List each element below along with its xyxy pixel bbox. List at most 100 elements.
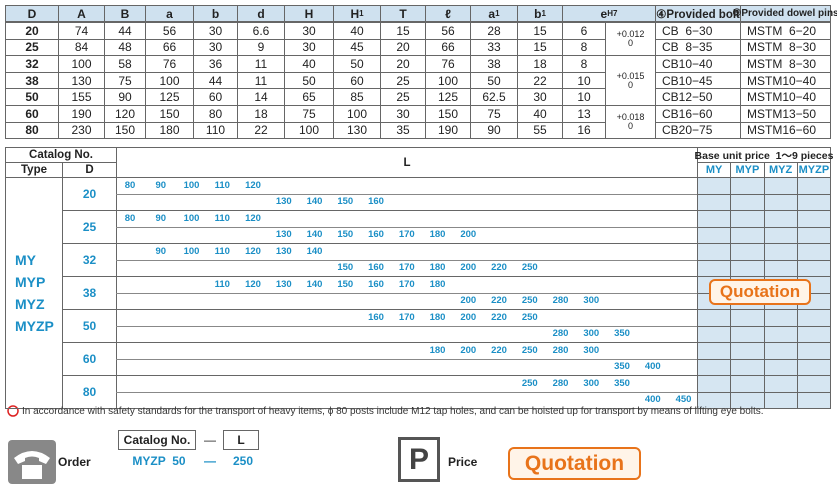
header-text: T bbox=[399, 6, 407, 21]
order-icon bbox=[8, 440, 56, 484]
l-row-separator bbox=[116, 358, 697, 360]
header-text: ④Provided bolt bbox=[656, 8, 740, 21]
l-value: 90 bbox=[155, 245, 167, 257]
l-value: 110 bbox=[214, 278, 230, 290]
price-column-header: MYZ bbox=[763, 162, 798, 178]
table-cell: 18 bbox=[237, 105, 285, 123]
l-value: 120 bbox=[245, 278, 261, 290]
table-cell: 18 bbox=[517, 55, 563, 73]
price-icon-inner bbox=[401, 440, 437, 479]
price-cell bbox=[730, 226, 765, 244]
price-cell bbox=[697, 375, 732, 393]
table-cell: MSTM 8−30 bbox=[740, 38, 831, 57]
order-example: 250 bbox=[232, 454, 254, 468]
column-header: B bbox=[104, 5, 146, 22]
table-cell: MSTM16−60 bbox=[740, 121, 831, 140]
table-cell: 9 bbox=[237, 38, 285, 57]
header-subscript: 1 bbox=[359, 9, 364, 18]
l-value: 160 bbox=[368, 196, 384, 208]
table-cell: 84 bbox=[58, 38, 105, 57]
tolerance-lower: 0 bbox=[627, 79, 633, 90]
table-cell: 120 bbox=[104, 105, 146, 123]
table-cell: 30 bbox=[517, 88, 563, 106]
table-cell: 13 bbox=[562, 105, 606, 123]
l-value: 80 bbox=[124, 212, 136, 224]
l-value: 180 bbox=[429, 311, 446, 323]
column-header: ④Provided bolt bbox=[655, 5, 741, 22]
table-cell: 28 bbox=[470, 22, 518, 40]
l-value: 170 bbox=[398, 229, 415, 241]
table-cell: 16 bbox=[562, 121, 606, 140]
l-value: 90 bbox=[155, 179, 167, 191]
table-cell: 8 bbox=[562, 55, 606, 73]
table-cell: 100 bbox=[284, 121, 334, 140]
table-cell: 6.6 bbox=[237, 22, 285, 40]
table-cell: 60 bbox=[333, 71, 381, 90]
l-value: 250 bbox=[521, 262, 538, 274]
note: In accordance with safety standards for … bbox=[22, 405, 764, 417]
header-subscript: 1 bbox=[541, 9, 546, 18]
l-value: 280 bbox=[552, 377, 569, 389]
tolerance-upper: +0.018 bbox=[616, 112, 645, 123]
l-value: 130 bbox=[275, 229, 292, 241]
column-header: ℓ bbox=[425, 5, 471, 22]
table-cell: CB10−45 bbox=[655, 71, 741, 90]
table-cell: 60 bbox=[193, 88, 238, 106]
table-cell: 56 bbox=[425, 22, 471, 40]
l-value: 160 bbox=[368, 311, 384, 323]
table-cell: 66 bbox=[145, 38, 194, 57]
table-cell: 15 bbox=[380, 22, 426, 40]
l-value: 350 bbox=[614, 328, 630, 340]
price-cell bbox=[730, 342, 765, 360]
l-value: 100 bbox=[183, 212, 200, 224]
table-cell: MSTM10−40 bbox=[740, 88, 831, 106]
price-cell bbox=[697, 193, 732, 211]
l-value: 150 bbox=[337, 229, 354, 241]
table-cell: 40 bbox=[284, 55, 334, 73]
l-value: 80 bbox=[124, 179, 136, 191]
order-example: — bbox=[204, 454, 216, 468]
l-value: 300 bbox=[583, 344, 600, 356]
column-header: ⑤Provided dowel pins bbox=[732, 5, 837, 22]
table-cell: 30 bbox=[380, 105, 426, 123]
l-value: 200 bbox=[460, 262, 477, 274]
tolerance: +0.015 0 bbox=[605, 55, 656, 106]
price-cell bbox=[697, 226, 732, 244]
l-value: 280 bbox=[552, 328, 569, 340]
price-cell bbox=[730, 177, 765, 195]
table-cell: 14 bbox=[237, 88, 285, 106]
table-cell: MSTM 6−20 bbox=[740, 22, 831, 40]
l-value: 130 bbox=[275, 196, 292, 208]
price-cell bbox=[730, 210, 765, 228]
header-text: b bbox=[211, 6, 220, 21]
order-catalog-header: Catalog No. bbox=[118, 430, 196, 450]
l-value: 140 bbox=[306, 229, 323, 241]
l-value: 100 bbox=[183, 179, 200, 191]
price-cell bbox=[697, 342, 732, 360]
table-cell: 76 bbox=[145, 55, 194, 73]
price-column-header: MYP bbox=[730, 162, 765, 178]
table-cell: CB16−60 bbox=[655, 105, 741, 123]
header-text: ℓ bbox=[445, 6, 451, 21]
l-value: 450 bbox=[675, 394, 692, 406]
tolerance-lower: 0 bbox=[627, 121, 633, 132]
table-cell: 50 bbox=[333, 55, 381, 73]
l-value: 140 bbox=[306, 196, 323, 208]
price-cell bbox=[796, 177, 831, 195]
l-value: 100 bbox=[183, 245, 200, 257]
l-value: 250 bbox=[521, 311, 538, 323]
l-value: 220 bbox=[491, 311, 507, 323]
price-cell bbox=[763, 226, 798, 244]
l-value: 110 bbox=[214, 245, 230, 257]
table-cell: 56 bbox=[145, 22, 194, 40]
table-cell: 85 bbox=[333, 88, 381, 106]
table-cell: 180 bbox=[145, 121, 194, 140]
order-separator: — bbox=[204, 433, 216, 447]
price-cell bbox=[796, 210, 831, 228]
l-row-separator bbox=[116, 193, 697, 195]
price-cell bbox=[796, 342, 831, 360]
price-cell bbox=[796, 391, 831, 409]
price-value: Quotation bbox=[508, 447, 641, 480]
table-cell: 25 bbox=[380, 88, 426, 106]
price-cell bbox=[763, 243, 798, 261]
